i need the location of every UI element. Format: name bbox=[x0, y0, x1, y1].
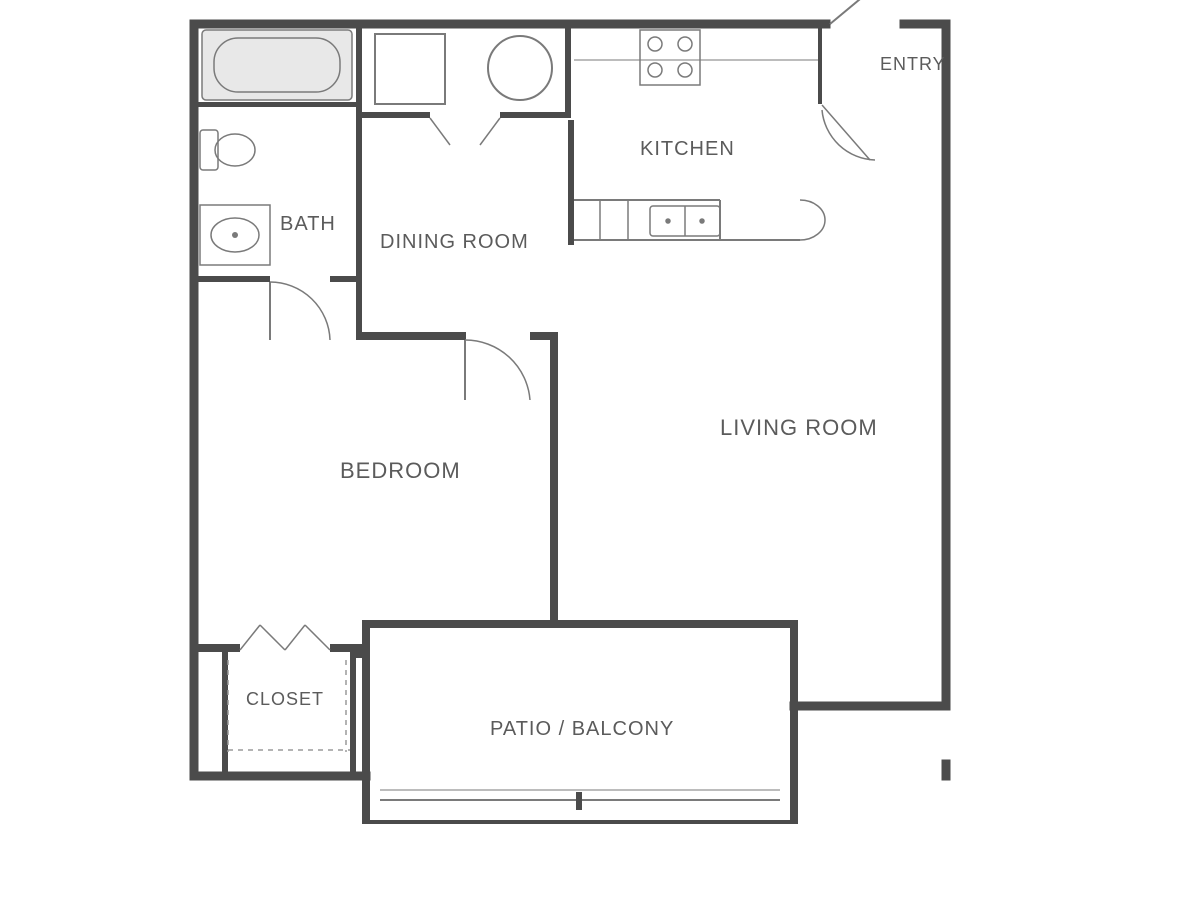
label-closet: CLOSET bbox=[246, 689, 324, 709]
label-bedroom: BEDROOM bbox=[340, 458, 461, 483]
label-living: LIVING ROOM bbox=[720, 415, 878, 440]
label-patio: PATIO / BALCONY bbox=[490, 718, 674, 740]
label-entry: ENTRY bbox=[880, 54, 946, 74]
label-kitchen: KITCHEN bbox=[640, 138, 735, 160]
room-labels: ENTRY KITCHEN BATH DINING ROOM LIVING RO… bbox=[246, 54, 946, 740]
floorplan-canvas: ENTRY KITCHEN BATH DINING ROOM LIVING RO… bbox=[0, 0, 1200, 900]
label-bath: BATH bbox=[280, 213, 336, 235]
label-dining: DINING ROOM bbox=[380, 231, 529, 253]
interior-walls bbox=[190, 20, 825, 778]
kitchen-fixtures bbox=[600, 30, 720, 240]
